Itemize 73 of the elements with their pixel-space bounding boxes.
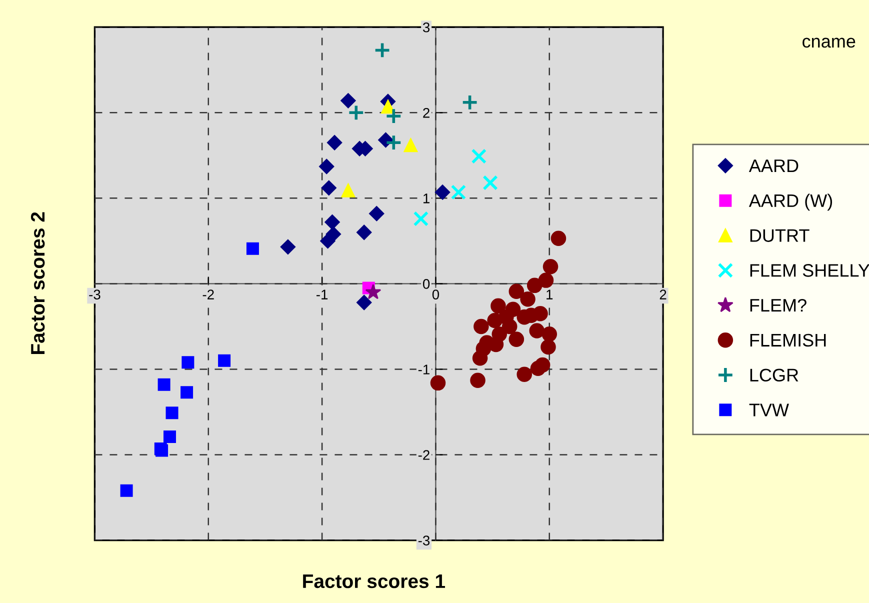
legend-label: DUTRT: [750, 229, 810, 242]
legend-label: AARD (W): [748, 194, 832, 211]
point: [246, 242, 259, 255]
point: [490, 298, 506, 314]
point: [508, 284, 524, 300]
point: [374, 42, 391, 59]
point: [470, 372, 486, 388]
y-tick-label: -1: [418, 364, 430, 374]
x-axis-title: Factor scores 1: [303, 574, 446, 588]
point: [550, 230, 566, 246]
point: [340, 93, 356, 108]
point: [540, 339, 556, 355]
y-axis-title: Factor scores 2: [30, 212, 45, 354]
point: [280, 239, 296, 255]
point: [369, 206, 384, 222]
point: [529, 323, 545, 338]
point: [348, 104, 364, 121]
point: [381, 100, 395, 114]
point: [520, 291, 536, 307]
y-tick-label: 3: [422, 22, 430, 32]
legend-label: AARD: [748, 160, 798, 172]
point: [218, 354, 231, 367]
point: [324, 214, 340, 230]
point: [341, 184, 356, 198]
point: [385, 108, 402, 124]
x-tick-label: -2: [202, 290, 214, 300]
point: [182, 356, 194, 369]
point: [385, 134, 402, 151]
point: [450, 184, 466, 200]
point: [404, 138, 418, 152]
text: cname: [802, 38, 856, 48]
point: [526, 278, 542, 294]
point: [516, 366, 532, 382]
point: [538, 272, 554, 288]
point: [321, 180, 336, 196]
point: [319, 158, 334, 174]
point: [166, 406, 178, 420]
point: [356, 294, 372, 310]
legend-label: TVW: [749, 404, 789, 416]
x-tick-label: 0: [432, 290, 440, 300]
point: [482, 175, 498, 190]
legend-label: FLEMISH: [750, 334, 826, 347]
x-tick-label: 2: [660, 290, 666, 300]
point: [158, 378, 170, 391]
point: [413, 211, 429, 226]
point: [120, 484, 133, 497]
point: [530, 360, 546, 376]
point: [474, 318, 489, 334]
y-tick-label: -3: [418, 536, 430, 546]
point: [365, 284, 382, 300]
point: [508, 332, 524, 347]
point: [542, 326, 558, 342]
point: [326, 135, 342, 150]
point: [180, 386, 194, 399]
y-tick-label: 0: [422, 279, 430, 289]
point: [320, 233, 336, 249]
point: [542, 258, 558, 274]
y-tick-label: 1: [423, 194, 430, 204]
point: [434, 184, 450, 200]
point: [356, 224, 372, 240]
legend-label: FLEM?: [750, 298, 806, 312]
point: [472, 350, 488, 366]
x-tick-label: 1: [546, 290, 553, 300]
point: [498, 309, 514, 325]
point: [430, 375, 446, 391]
legend-label: LCGR: [750, 368, 798, 382]
point: [163, 430, 176, 444]
y-tick-label: -2: [418, 450, 430, 460]
point: [461, 94, 478, 111]
x-tick-label: -3: [89, 290, 100, 300]
x-tick-label: -1: [316, 290, 328, 300]
point: [471, 148, 487, 164]
y-tick-label: 2: [423, 108, 430, 118]
